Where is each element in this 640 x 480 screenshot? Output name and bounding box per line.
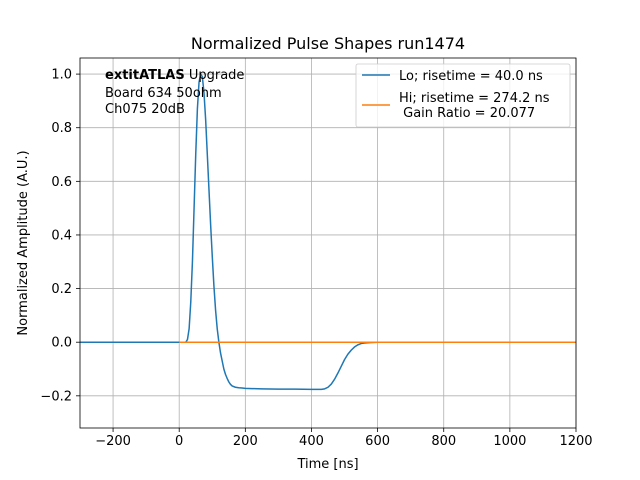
y-tick-label: −0.2	[40, 389, 72, 404]
annotation-line-3: Ch075 20dB	[105, 102, 185, 117]
x-tick-label: 600	[365, 434, 390, 449]
chart-title: Normalized Pulse Shapes run1474	[191, 34, 465, 53]
legend-hi-line: Gain Ratio = 20.077	[399, 106, 535, 121]
series-lo-line	[80, 73, 576, 391]
legend-box	[355, 63, 571, 128]
annotation-line-2: Board 634 50ohm	[105, 86, 222, 101]
x-tick-label: 0	[175, 434, 183, 449]
y-axis-label: Normalized Amplitude (A.U.)	[16, 150, 31, 335]
plot-frame	[79, 57, 577, 429]
x-tick-label: 1000	[493, 434, 526, 449]
legend: Lo; risetime = 40.0 ns Hi; risetime = 27…	[355, 63, 571, 128]
legend-lo-label: Lo; risetime = 40.0 ns	[399, 69, 543, 84]
x-tick-label: −200	[95, 434, 131, 449]
x-axis-label: Time [ns]	[296, 457, 358, 472]
x-tick-label: 200	[233, 434, 258, 449]
y-tick-label: 1.0	[51, 68, 72, 83]
annotation-rest: Upgrade	[185, 68, 245, 83]
legend-hi-line: Hi; risetime = 274.2 ns	[399, 91, 550, 106]
annotation-bold: extitATLAS	[105, 68, 185, 83]
y-tick-label: 0.2	[51, 282, 72, 297]
y-tick-label: 0.4	[51, 228, 72, 243]
x-tick-label: 1200	[559, 434, 592, 449]
y-tick-label: 0.8	[51, 121, 72, 136]
x-tick-label: 400	[299, 434, 324, 449]
y-tick-label: 0.6	[51, 175, 72, 190]
series-layer	[80, 73, 576, 391]
x-tick-label: 800	[431, 434, 456, 449]
legend-hi-label: Hi; risetime = 274.2 ns Gain Ratio = 20.…	[399, 91, 550, 121]
ticks: −200 0 200 400 600 800 1000 1200 −0.2 0.0 0.2 0.4 0.…	[40, 68, 592, 449]
y-tick-label: 0.0	[51, 336, 72, 351]
annotation-line-1: extitATLAS Upgrade	[105, 68, 244, 83]
